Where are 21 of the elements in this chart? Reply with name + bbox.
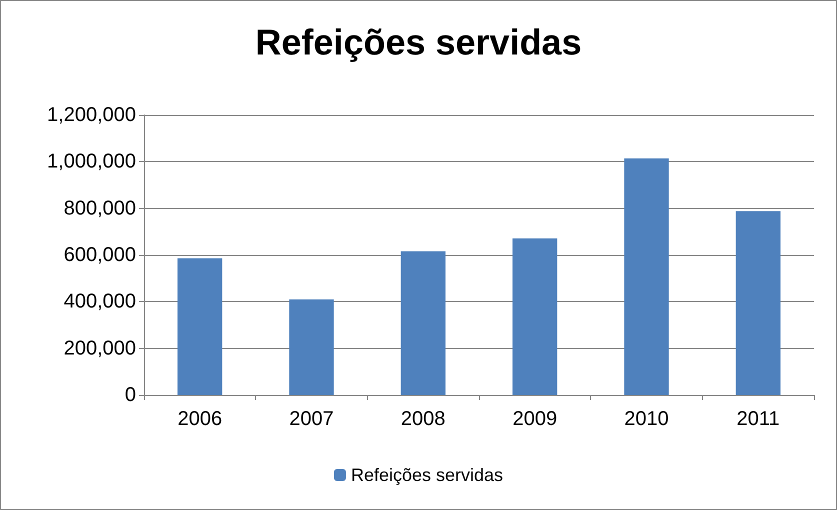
- bar: [400, 251, 446, 395]
- bar: [512, 238, 558, 395]
- bar: [736, 211, 780, 395]
- x-tick-label: 2009: [512, 408, 558, 430]
- x-tick-label: 2006: [178, 408, 222, 430]
- x-tick-label: 2010: [624, 408, 669, 430]
- y-tick-label: 400,000: [64, 290, 136, 313]
- y-tick-label: 200,000: [64, 337, 136, 360]
- bar: [624, 158, 669, 395]
- bar: [178, 258, 222, 395]
- x-tick-label: 2011: [736, 408, 780, 430]
- y-tick-label: 600,000: [64, 244, 136, 266]
- y-tick-label: 1,200,000: [47, 104, 136, 126]
- y-tick-label: 800,000: [64, 197, 136, 220]
- bar: [289, 299, 334, 395]
- chart-title: Refeições servidas: [255, 22, 582, 62]
- y-tick-label: 1,000,000: [47, 150, 136, 173]
- y-tick-label: 0: [124, 384, 136, 406]
- legend-label: Refeições servidas: [350, 465, 504, 485]
- x-tick-label: 2008: [400, 408, 446, 430]
- x-tick-label: 2007: [289, 408, 334, 430]
